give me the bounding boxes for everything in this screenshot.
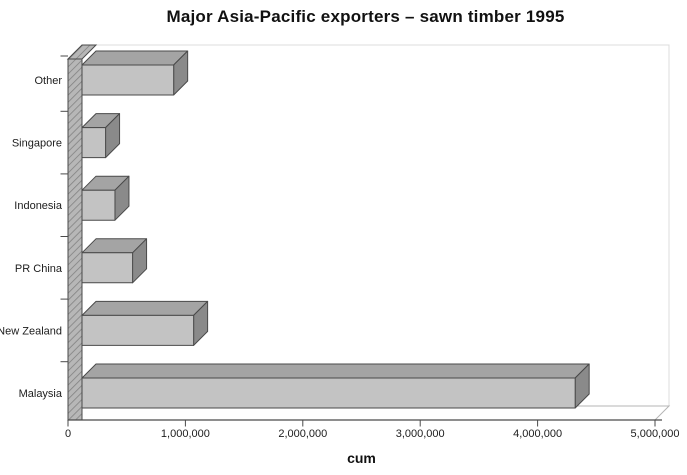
- category-label: Other: [34, 75, 62, 87]
- category-label: New Zealand: [0, 325, 62, 337]
- bar-front-face: [81, 127, 107, 159]
- bar-other: [81, 50, 189, 96]
- y-axis-wall: [67, 58, 83, 421]
- bar-indonesia: [81, 175, 130, 221]
- bar-new-zealand: [81, 300, 209, 346]
- bar-front-face: [81, 314, 195, 346]
- bar-pr-china: [81, 238, 148, 284]
- bar-singapore: [81, 113, 121, 159]
- category-label: PR China: [15, 263, 63, 275]
- x-tick-label: 4,000,000: [513, 428, 562, 440]
- bar-front-face: [81, 189, 116, 221]
- x-axis-title: cum: [347, 450, 376, 466]
- x-tick-label: 1,000,000: [161, 428, 210, 440]
- bar-top-face: [81, 50, 189, 66]
- x-tick-label: 5,000,000: [631, 428, 680, 440]
- x-tick-label: 0: [65, 428, 71, 440]
- bar-top-face: [81, 363, 590, 379]
- bar-malaysia: [81, 363, 590, 409]
- plot-back-frame: [81, 44, 670, 407]
- category-label: Indonesia: [14, 200, 63, 212]
- x-tick-label: 3,000,000: [396, 428, 445, 440]
- bar-top-face: [81, 300, 209, 316]
- bar-front-face: [81, 252, 134, 284]
- category-label: Malaysia: [19, 388, 63, 400]
- category-label: Singapore: [12, 138, 62, 150]
- bar-front-face: [81, 377, 576, 409]
- chart-title: Major Asia-Pacific exporters – sawn timb…: [166, 7, 565, 26]
- bar-front-face: [81, 64, 175, 96]
- x-tick-label: 2,000,000: [278, 428, 327, 440]
